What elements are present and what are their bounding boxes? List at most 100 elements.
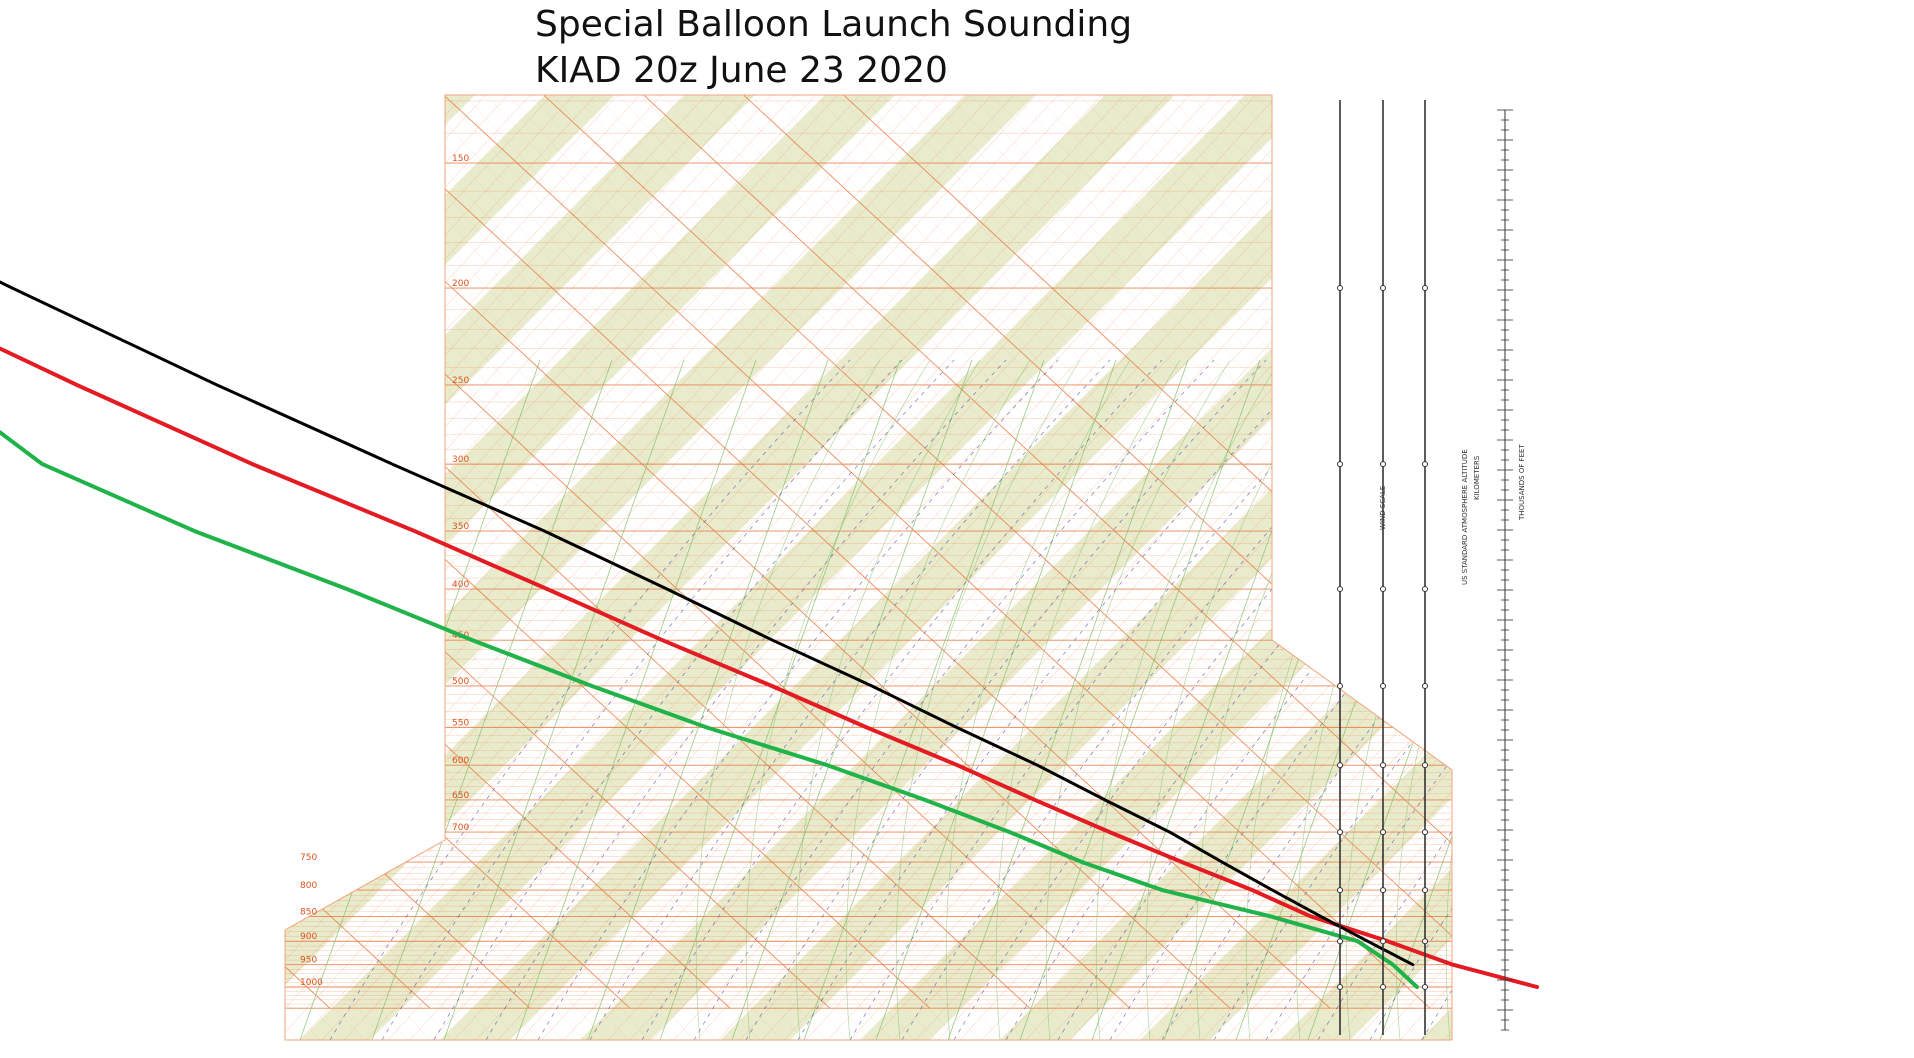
hatch-line: [409, 95, 1311, 1040]
hatch-line: [299, 95, 1201, 1040]
hatch-line: [299, 95, 1201, 1040]
wind-staff-marker: [1422, 887, 1428, 894]
hatch-line: [343, 95, 1245, 1040]
hatch-line: [431, 95, 1333, 1040]
hatch-line: [497, 95, 1399, 1040]
hatch-line: [1047, 95, 1452, 1040]
mixing-ratio-line: [587, 359, 829, 1040]
dry-adiabat: [1095, 359, 1281, 1040]
dry-adiabat: [995, 359, 1181, 1040]
hatch-line: [0, 60, 144, 1040]
hatch-line: [1377, 95, 1452, 1040]
hatch-line: [651, 95, 1452, 1040]
wind-staff-marker: [1380, 586, 1386, 593]
wind-staff-marker: [1337, 938, 1343, 945]
hatch-line: [321, 95, 1223, 1040]
mixing-ratio-line: [947, 359, 1189, 1040]
hatch-line: [453, 95, 1355, 1040]
hatch-line: [1421, 95, 1452, 1040]
hatch-line: [475, 95, 1377, 1040]
hatch-line: [0, 60, 78, 1040]
isotherm: [285, 95, 431, 1009]
pressure-label: 1000: [300, 978, 323, 988]
hatch-line: [1223, 95, 1452, 1040]
hatch-line: [285, 95, 1025, 1040]
wind-staff-marker: [1337, 829, 1343, 836]
hatch-line: [1576, 60, 1914, 1040]
hatch-line: [285, 95, 453, 1040]
hatch-line: [0, 60, 56, 1040]
hatch-line: [285, 95, 981, 1040]
hatch-line: [761, 95, 1452, 1040]
wind-staff-marker: [1380, 829, 1386, 836]
hatch-line: [1047, 95, 1452, 1040]
pressure-label: 350: [452, 522, 469, 532]
hatch-line: [285, 95, 299, 1040]
hatch-line: [1025, 95, 1452, 1040]
hatch-line: [285, 95, 475, 1040]
hatch-line: [519, 95, 1421, 1040]
hatch-line: [629, 95, 1452, 1040]
hatch-line: [1488, 60, 1914, 1040]
hatch-line: [387, 95, 1289, 1040]
hatch-line: [285, 95, 387, 1040]
hatch-line: [0, 60, 12, 1040]
hatch-line: [453, 95, 1355, 1040]
hatch-line: [541, 95, 1443, 1040]
hatch-line: [285, 95, 1157, 1040]
hatch-line: [717, 95, 1452, 1040]
dry-adiabat: [945, 359, 1131, 1040]
hatch-line: [1135, 95, 1452, 1040]
altitude-km-label: KILOMETERS: [1473, 455, 1481, 500]
hatch-line: [285, 95, 959, 1040]
altitude-ft-label: THOUSANDS OF FEET: [1518, 444, 1526, 521]
hatch-line: [0, 60, 122, 1040]
wind-staff-marker: [1422, 682, 1428, 689]
pressure-label: 250: [452, 376, 469, 386]
altitude-axis-label: US STANDARD ATMOSPHERE ALTITUDE: [1461, 449, 1469, 585]
hatch-line: [1069, 95, 1452, 1040]
mixing-ratio-line: [443, 359, 685, 1040]
diagram-border: [284, 94, 1453, 1041]
pressure-label: 850: [300, 907, 317, 917]
shade-band: [1560, 40, 1914, 1040]
hatch-line: [285, 95, 1003, 1040]
hatch-line: [1091, 95, 1452, 1040]
wind-staff-marker: [1422, 586, 1428, 593]
hatch-line: [1157, 95, 1452, 1040]
hatch-line: [285, 95, 915, 1040]
pressure-label: 200: [452, 279, 469, 289]
hatch-line: [1510, 60, 1914, 1040]
hatch-line: [387, 95, 1289, 1040]
pressure-label: 500: [452, 677, 469, 687]
hatch-line: [285, 95, 937, 1040]
hatch-line: [1311, 95, 1452, 1040]
dry-adiabat: [1445, 359, 1452, 1040]
hatch-line: [519, 95, 1421, 1040]
hatch-line: [0, 60, 100, 1040]
hatch-line: [285, 95, 673, 1040]
wind-staff-marker: [1337, 762, 1343, 769]
dry-adiabat: [1546, 360, 1730, 1040]
hatch-line: [1333, 95, 1452, 1040]
hatch-line: [285, 95, 387, 1040]
hatch-line: [285, 95, 321, 1040]
hatch-line: [1421, 95, 1452, 1040]
hatch-line: [805, 95, 1452, 1040]
hatch-line: [0, 60, 166, 1040]
hatch-line: [1113, 95, 1452, 1040]
wind-staff-marker: [1380, 285, 1386, 292]
hatch-line: [1113, 95, 1452, 1040]
shade-band: [1420, 95, 1452, 1040]
wind-staff-marker: [1380, 984, 1386, 990]
hatch-line: [585, 95, 1452, 1040]
hatch-line: [739, 95, 1452, 1040]
hatch-line: [0, 60, 254, 1040]
hatch-line: [0, 60, 12, 1040]
wind-scale-label: WIND SCALE: [1379, 486, 1387, 530]
mixing-ratio-line: [731, 359, 973, 1040]
side-scales: [1337, 100, 1513, 1035]
hatch-line: [1576, 60, 1914, 1040]
hatch-line: [321, 95, 1223, 1040]
hatch-line: [0, 60, 232, 1040]
